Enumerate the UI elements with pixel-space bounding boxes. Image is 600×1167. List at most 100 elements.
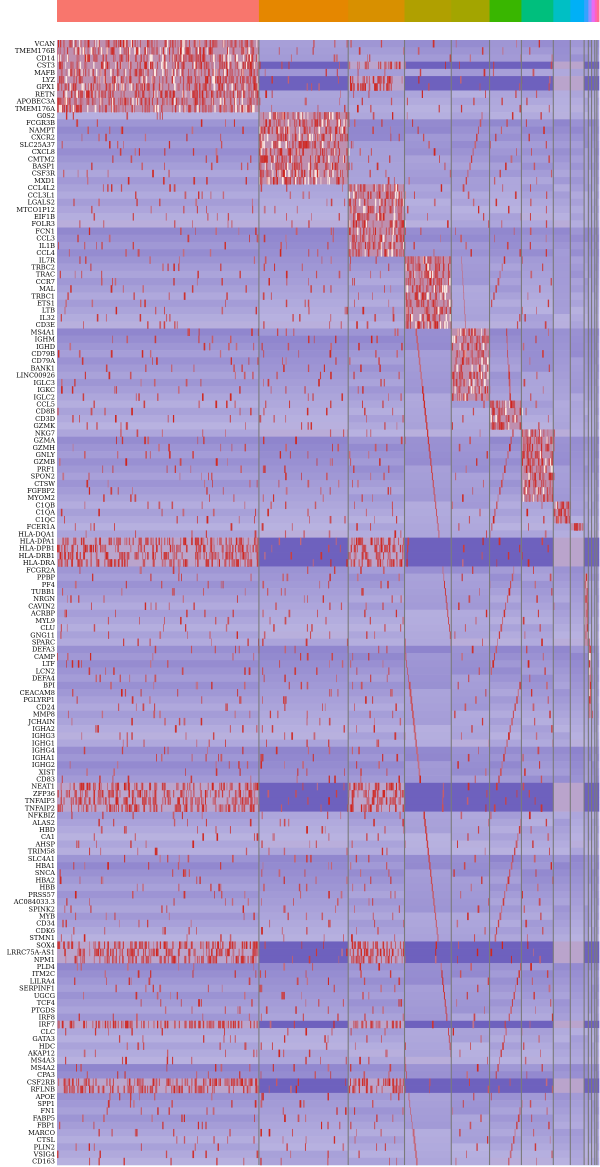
expression-streak [266, 133, 269, 142]
heatmap-cell-CXCL8-c12 [594, 148, 598, 156]
expression-streak [429, 314, 430, 322]
heatmap-cell-CD3E-c5 [489, 321, 522, 329]
heatmap-cell-NRGN-c4 [451, 595, 490, 603]
expression-streak [474, 328, 476, 336]
expression-streak [392, 314, 395, 322]
heatmap-cell-XIST-c6 [521, 768, 554, 776]
expression-streak [202, 47, 205, 55]
expression-streak [353, 234, 356, 243]
expression-streak [112, 277, 113, 286]
heatmap-cell-CCL5-c11 [591, 400, 596, 409]
expression-streak [284, 126, 287, 135]
heatmap-cell-HBA2-c7 [553, 876, 571, 885]
expression-streak [122, 83, 124, 91]
expression-streak [358, 342, 360, 351]
expression-streak [173, 40, 175, 48]
heatmap-cell-BANK1-c9 [584, 364, 589, 373]
expression-streak [443, 285, 446, 293]
expression-streak [295, 162, 297, 171]
expression-streak [402, 234, 404, 243]
expression-streak [468, 328, 470, 336]
heatmap-cell-JCHAIN-c6 [521, 717, 554, 726]
heatmap-cell-CLU-c0 [57, 624, 260, 632]
expression-streak [220, 76, 222, 84]
heatmap-cell-XIST-c8 [570, 768, 585, 776]
expression-streak [266, 169, 268, 178]
expression-streak [173, 76, 175, 84]
heatmap-cell-TRBC1-c8 [570, 292, 585, 300]
expression-streak [219, 83, 221, 91]
heatmap-cell-MYL9-c4 [451, 616, 490, 625]
heatmap-cell-TRBC2-c6 [521, 263, 554, 272]
heatmap-cell-IL32-c7 [553, 314, 571, 322]
heatmap-cell-BPI-c7 [553, 681, 571, 690]
expression-streak [133, 68, 135, 77]
heatmap-cell-ITM2C-c8 [570, 970, 585, 978]
expression-streak [460, 234, 462, 243]
expression-streak [367, 249, 369, 257]
heatmap-cell-CD8B-c0 [57, 407, 260, 416]
heatmap-cell-APOE-c5 [489, 1092, 522, 1101]
expression-streak [148, 40, 151, 48]
heatmap-cell-BPI-c12 [594, 681, 598, 690]
expression-streak [361, 213, 363, 221]
heatmap-cell-GATA3-c0 [57, 1035, 260, 1043]
heatmap-cell-CD79B-c10 [588, 350, 592, 358]
heatmap-cell-GZMK-c3 [404, 422, 452, 430]
heatmap-cell-GPX1-c9 [584, 83, 589, 91]
heatmap-cell-TCF4-c9 [584, 999, 589, 1007]
expression-streak [304, 299, 306, 308]
heatmap-cell-HBA1-c7 [553, 862, 571, 870]
expression-streak [360, 191, 361, 199]
heatmap-cell-CCL4-c2 [348, 249, 405, 257]
expression-streak [295, 148, 297, 156]
expression-streak [438, 277, 440, 286]
expression-streak [157, 104, 159, 113]
heatmap-cell-CA1-c1 [258, 833, 349, 841]
expression-streak [142, 68, 145, 77]
heatmap-cell-TRBC2-c12 [594, 263, 598, 272]
expression-streak [383, 83, 385, 91]
heatmap-cell-LTF-c11 [591, 660, 596, 668]
expression-streak [150, 54, 153, 62]
heatmap-cell-IGLC3-c9 [584, 378, 589, 387]
heatmap-cell-MXD1-c10 [588, 177, 592, 185]
heatmap-cell-MXD1-c11 [591, 177, 596, 185]
heatmap-cell-MAL-c8 [570, 285, 585, 293]
expression-streak [143, 83, 145, 91]
expression-streak [70, 83, 72, 91]
expression-streak [463, 299, 465, 308]
expression-streak [301, 112, 303, 120]
heatmap-cell-AKAP12-c0 [57, 1049, 260, 1058]
cluster-4-bar [451, 0, 490, 22]
expression-streak [176, 61, 178, 70]
expression-streak [190, 68, 192, 77]
heatmap-cell-XIST-c1 [258, 768, 349, 776]
expression-streak [209, 40, 212, 48]
expression-streak [398, 205, 400, 214]
heatmap-cell-TRAC-c12 [594, 270, 598, 279]
heatmap-cell-ACRBP-c8 [570, 609, 585, 618]
heatmap-cell-MAL-c4 [451, 285, 490, 293]
expression-streak [87, 40, 90, 48]
heatmap-cell-MYL9-c7 [553, 616, 571, 625]
heatmap-cell-SPON2-c10 [588, 472, 592, 481]
heatmap-cell-IRF7-c8 [570, 1020, 585, 1029]
expression-streak [475, 342, 478, 351]
heatmap-cell-ETS1-c6 [521, 299, 554, 308]
expression-streak [411, 285, 414, 293]
heatmap-cell-LGALS2-c11 [591, 198, 596, 207]
expression-streak [69, 68, 71, 77]
heatmap-cell-CD14-c0 [57, 54, 260, 62]
heatmap-cell-JCHAIN-c10 [588, 717, 592, 726]
expression-streak [419, 364, 422, 373]
heatmap-cell-PGLYRP1-c6 [521, 696, 554, 704]
heatmap-cell-CD8B-c8 [570, 407, 585, 416]
expression-streak [379, 76, 381, 84]
heatmap-cell-SERPINF1-c10 [588, 984, 592, 993]
expression-streak [359, 83, 361, 91]
expression-streak [86, 97, 88, 106]
heatmap-cell-MAL-c9 [584, 285, 589, 293]
heatmap-cell-CLU-c2 [348, 624, 405, 632]
expression-streak [120, 54, 123, 62]
